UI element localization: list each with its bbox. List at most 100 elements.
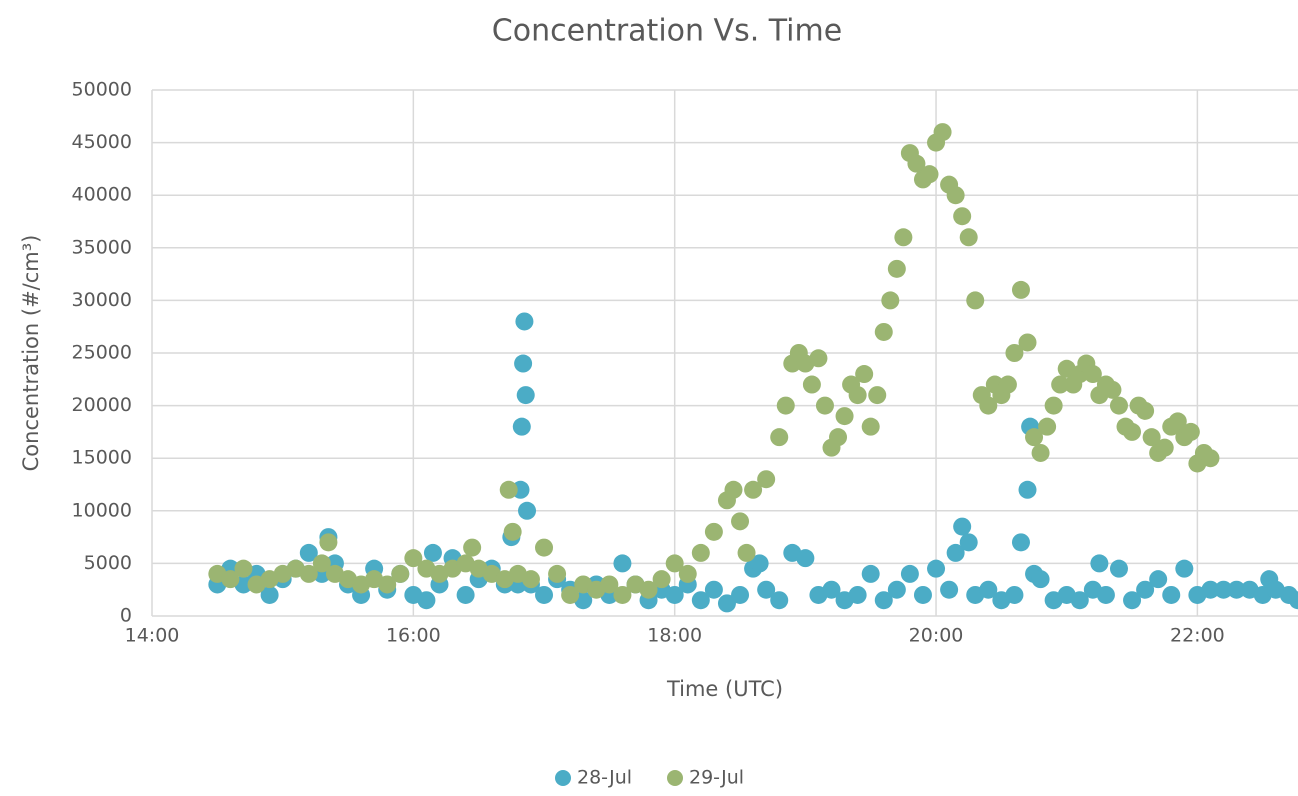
data-point bbox=[535, 585, 554, 604]
data-point bbox=[704, 522, 723, 541]
data-point bbox=[691, 591, 710, 610]
data-point bbox=[535, 538, 554, 557]
legend-marker bbox=[667, 770, 683, 786]
data-point bbox=[1201, 449, 1220, 468]
data-point bbox=[1136, 580, 1155, 599]
legend-marker bbox=[555, 770, 571, 786]
x-axis-title: Time (UTC) bbox=[666, 677, 783, 701]
data-point bbox=[757, 580, 776, 599]
data-point bbox=[1083, 365, 1102, 384]
data-point bbox=[927, 559, 946, 578]
data-point bbox=[750, 554, 769, 573]
data-point bbox=[456, 585, 475, 604]
data-point bbox=[639, 580, 658, 599]
data-point bbox=[561, 585, 580, 604]
data-point bbox=[770, 591, 789, 610]
data-point bbox=[613, 554, 632, 573]
data-point bbox=[887, 580, 906, 599]
data-point bbox=[417, 591, 436, 610]
data-point bbox=[998, 375, 1017, 394]
data-point bbox=[1201, 580, 1220, 599]
data-point bbox=[665, 585, 684, 604]
data-point bbox=[665, 554, 684, 573]
y-tick-label: 50000 bbox=[72, 79, 132, 101]
data-point bbox=[933, 123, 952, 142]
data-point bbox=[796, 549, 815, 568]
data-point bbox=[600, 575, 619, 594]
x-tick-label: 22:00 bbox=[1170, 625, 1225, 647]
data-point bbox=[855, 365, 874, 384]
data-point bbox=[815, 396, 834, 415]
data-point bbox=[913, 585, 932, 604]
data-point bbox=[894, 228, 913, 247]
data-point bbox=[1289, 591, 1298, 610]
data-point bbox=[312, 554, 331, 573]
data-point bbox=[848, 585, 867, 604]
data-point bbox=[717, 594, 736, 613]
data-point bbox=[234, 559, 253, 578]
data-point bbox=[1011, 280, 1030, 299]
data-point bbox=[959, 533, 978, 552]
data-point bbox=[1175, 559, 1194, 578]
data-point bbox=[757, 470, 776, 489]
data-point bbox=[731, 512, 750, 531]
data-point bbox=[691, 543, 710, 562]
y-tick-label: 30000 bbox=[72, 289, 132, 311]
y-tick-label: 10000 bbox=[72, 499, 132, 521]
legend-label: 29-Jul bbox=[689, 767, 744, 789]
data-point bbox=[1044, 396, 1063, 415]
data-point bbox=[404, 549, 423, 568]
data-point bbox=[822, 580, 841, 599]
data-point bbox=[1031, 443, 1050, 462]
data-point bbox=[874, 591, 893, 610]
data-point bbox=[221, 570, 240, 589]
data-point bbox=[731, 585, 750, 604]
data-point bbox=[724, 480, 743, 499]
data-point bbox=[861, 417, 880, 436]
data-point bbox=[776, 396, 795, 415]
data-point bbox=[319, 533, 338, 552]
y-tick-label: 20000 bbox=[72, 394, 132, 416]
data-point bbox=[704, 580, 723, 599]
data-point bbox=[521, 570, 540, 589]
legend-label: 28-Jul bbox=[577, 767, 632, 789]
data-point bbox=[378, 575, 397, 594]
data-point bbox=[260, 585, 279, 604]
y-tick-label: 45000 bbox=[72, 131, 132, 153]
data-point bbox=[829, 428, 848, 447]
data-point bbox=[391, 564, 410, 583]
data-point bbox=[848, 386, 867, 405]
y-tick-label: 5000 bbox=[84, 552, 132, 574]
data-point bbox=[503, 522, 522, 541]
data-point bbox=[1051, 375, 1070, 394]
data-point bbox=[1109, 396, 1128, 415]
data-point bbox=[874, 322, 893, 341]
data-point bbox=[1005, 585, 1024, 604]
data-point bbox=[1070, 591, 1089, 610]
data-point bbox=[737, 543, 756, 562]
data-point bbox=[463, 538, 482, 557]
x-tick-label: 14:00 bbox=[125, 625, 180, 647]
data-point bbox=[881, 291, 900, 310]
y-tick-label: 40000 bbox=[72, 184, 132, 206]
data-point bbox=[770, 428, 789, 447]
y-axis-title: Concentration (#/cm³) bbox=[19, 235, 43, 472]
data-point bbox=[887, 259, 906, 278]
data-point bbox=[1038, 417, 1057, 436]
data-point bbox=[1018, 333, 1037, 352]
data-point bbox=[613, 585, 632, 604]
data-point bbox=[966, 291, 985, 310]
chart-title: Concentration Vs. Time bbox=[492, 14, 842, 49]
y-tick-label: 15000 bbox=[72, 447, 132, 469]
x-tick-label: 18:00 bbox=[647, 625, 702, 647]
data-point bbox=[835, 407, 854, 426]
data-point bbox=[514, 354, 533, 373]
data-point bbox=[809, 349, 828, 368]
x-tick-label: 16:00 bbox=[386, 625, 441, 647]
y-tick-label: 0 bbox=[120, 605, 132, 627]
data-point bbox=[953, 517, 972, 536]
data-point bbox=[1168, 412, 1187, 431]
data-point bbox=[1149, 570, 1168, 589]
data-point bbox=[518, 501, 537, 520]
data-point bbox=[959, 228, 978, 247]
